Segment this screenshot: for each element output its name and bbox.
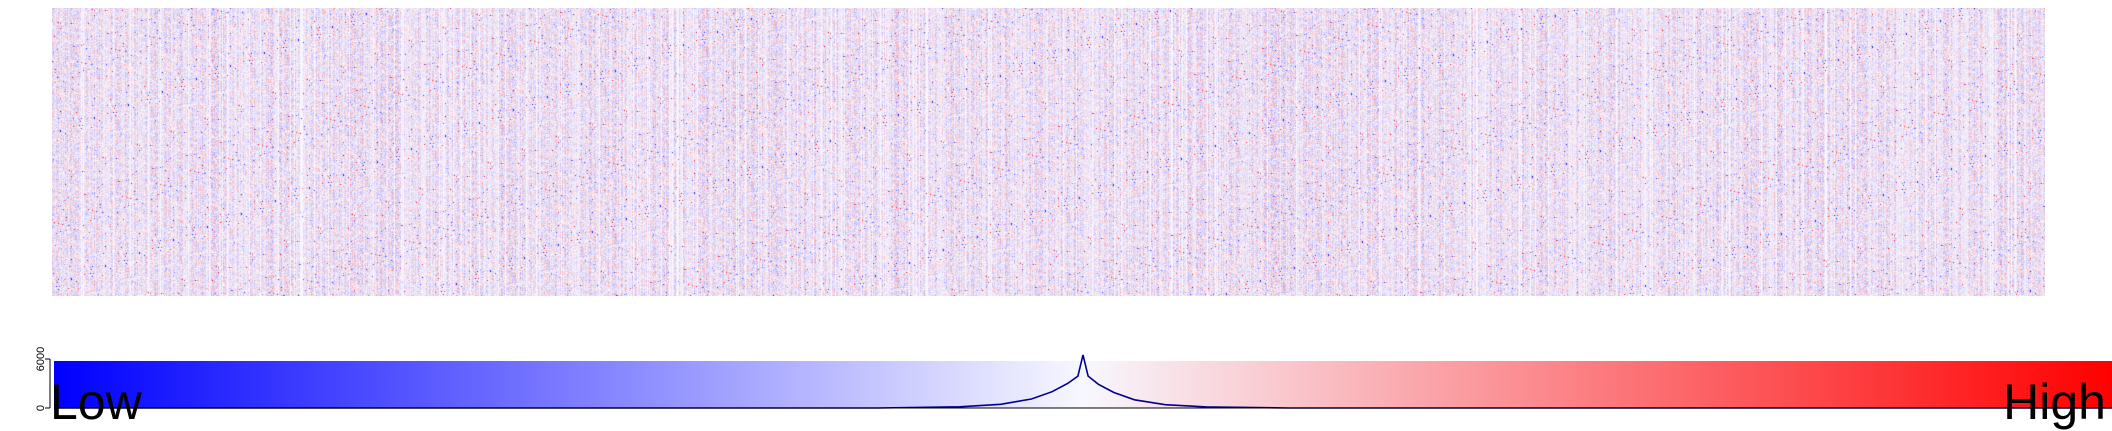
color-key-gradient bbox=[54, 361, 2112, 408]
high-label: High bbox=[2003, 374, 2106, 430]
heatmap bbox=[52, 8, 2045, 296]
color-key-histogram: 0 6000 bbox=[35, 347, 2112, 411]
y-tick-label: 0 bbox=[35, 405, 47, 411]
histogram-line bbox=[54, 354, 2112, 409]
histogram-y-axis: 0 6000 bbox=[35, 347, 51, 411]
low-label: Low bbox=[50, 374, 142, 430]
y-tick-label: 6000 bbox=[35, 347, 47, 371]
